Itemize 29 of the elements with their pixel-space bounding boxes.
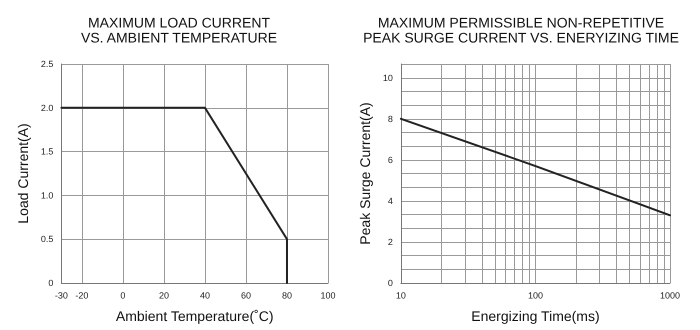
x-tick-label: 40 [200, 290, 210, 300]
x-tick-label: 10 [396, 290, 406, 300]
x-tick-label: -30 [54, 290, 68, 300]
y-tick-label: 2.0 [40, 102, 54, 113]
y-tick-label: 0 [48, 278, 54, 288]
y-axis-title: Load Current(A) [15, 123, 31, 224]
y-tick-label: 1.5 [40, 146, 54, 157]
x-tick-label: 60 [240, 290, 251, 300]
y-tick-label: 1.0 [40, 190, 54, 200]
x-tick-label: 100 [320, 290, 336, 300]
x-tick-label: 100 [528, 290, 543, 300]
y-tick-label: 0 [388, 278, 393, 288]
y-tick-label: 10 [382, 72, 393, 83]
y-axis-title: Peak Surge Current(A) [357, 102, 373, 245]
x-axis-title: Ambient Temperature(˚C) [116, 308, 274, 324]
x-axis-title: Energizing Time(ms) [471, 308, 600, 324]
chart-title: MAXIMUM PERMISSIBLE NON-REPETITIVE PEAK SURGE CURRENT VS. ENERYIZING TIME [363, 14, 679, 46]
x-tick-label: 20 [158, 290, 169, 300]
y-tick-label: 0.5 [40, 234, 54, 244]
y-tick-label: 6 [388, 154, 393, 165]
y-tick-label: 8 [388, 114, 393, 124]
y-tick-label: 2.5 [40, 59, 54, 69]
y-tick-label: 2 [388, 236, 393, 247]
x-tick-label: -20 [75, 290, 88, 300]
chart-title: MAXIMUM LOAD CURRENT VS. AMBIENT TEMPERATURE [80, 14, 278, 46]
y-tick-label: 4 [388, 196, 393, 206]
x-tick-label: 0 [120, 290, 126, 300]
x-tick-label: 80 [282, 290, 292, 300]
x-tick-label: 1000 [660, 290, 680, 300]
